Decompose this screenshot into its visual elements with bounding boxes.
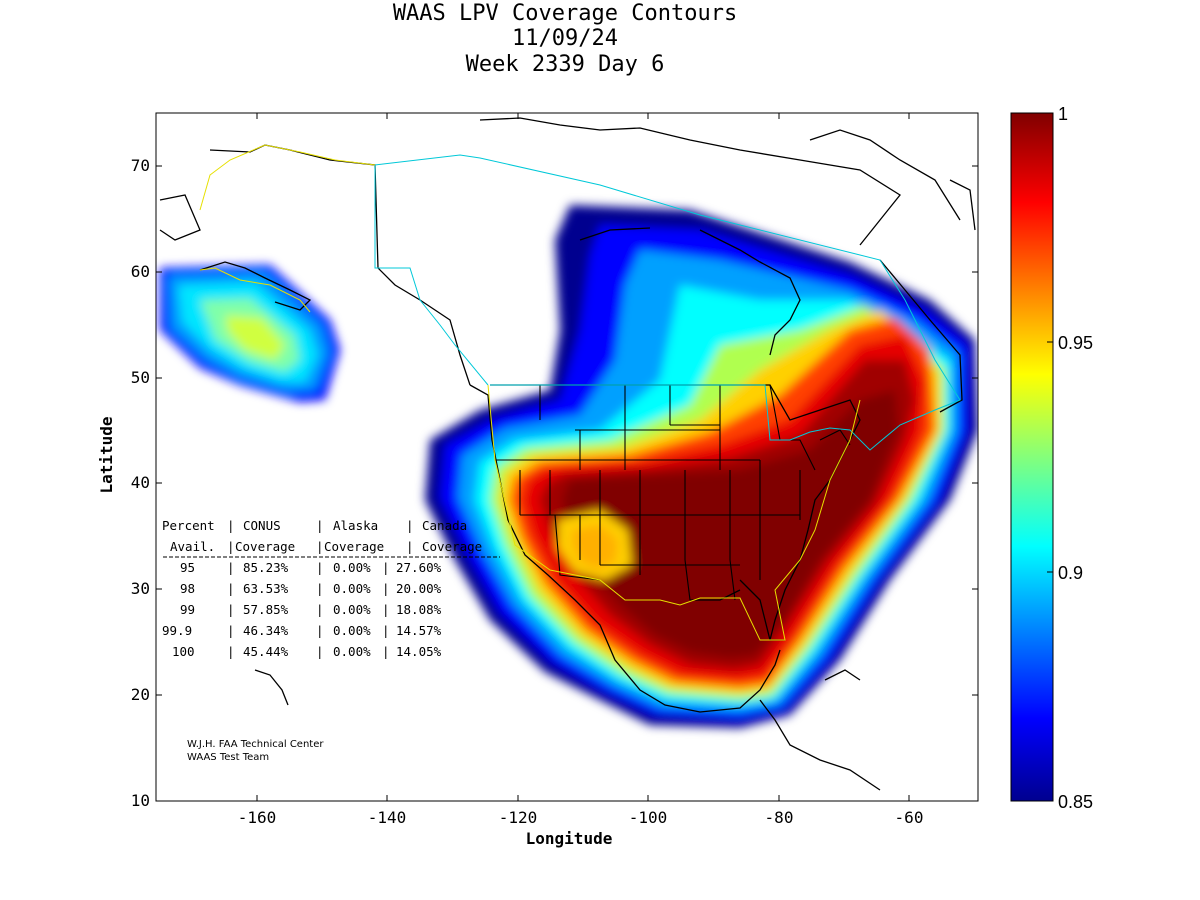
x-tick-label: -60 <box>895 808 924 827</box>
table-row: 98 | 63.53% | 0.00% | 20.00% <box>180 581 442 596</box>
table-header-conus: CONUS <box>243 518 281 533</box>
table-subheader-canada: Coverage <box>422 539 482 554</box>
credit-line-1: W.J.H. FAA Technical Center <box>187 739 324 750</box>
colorbar <box>1010 112 1054 802</box>
table-cell: | <box>227 560 235 575</box>
y-tick-label: 50 <box>131 368 150 387</box>
colorbar-tick-label: 0.9 <box>1058 563 1083 583</box>
table-cell: | <box>382 644 390 659</box>
table-row: 99 | 57.85% | 0.00% | 18.08% <box>180 602 442 617</box>
table-cell: 85.23% <box>243 560 289 575</box>
table-cell: 14.57% <box>396 623 442 638</box>
table-cell: | <box>382 623 390 638</box>
table-subheader-alaska: Coverage <box>324 539 384 554</box>
table-cell: | <box>316 623 324 638</box>
table-subheader-avail: Avail. <box>170 539 215 554</box>
y-tick-label: 70 <box>131 156 150 175</box>
table-cell: 95 <box>180 560 195 575</box>
table-cell: | <box>316 560 324 575</box>
table-cell: 98 <box>180 581 195 596</box>
table-cell: 46.34% <box>243 623 289 638</box>
table-header-alaska: Alaska <box>333 518 378 533</box>
title-line-1: WAAS LPV Coverage Contours <box>392 1 738 26</box>
colorbar-ticks <box>1047 112 1053 802</box>
svg-text:|: | <box>316 518 324 533</box>
y-tick-label: 60 <box>131 262 150 281</box>
colorbar-tick-labels: 0.85 0.9 0.95 1 <box>1058 104 1093 812</box>
x-tick-label: -100 <box>629 808 668 827</box>
table-cell: | <box>382 602 390 617</box>
title-line-2: 11/09/24 <box>512 26 618 51</box>
alaska-coverage-region <box>160 265 340 402</box>
table-subheader-conus: Coverage <box>235 539 295 554</box>
table-cell: 27.60% <box>396 560 442 575</box>
y-tick-labels: 10 20 30 40 50 60 70 <box>131 156 150 810</box>
table-cell: 0.00% <box>333 581 371 596</box>
y-axis-label: Latitude <box>97 416 116 493</box>
table-cell: 20.00% <box>396 581 442 596</box>
table-cell: 57.85% <box>243 602 289 617</box>
table-cell: | <box>316 602 324 617</box>
colorbar-tick-label: 1 <box>1058 104 1068 124</box>
table-header-percent: Percent <box>162 518 215 533</box>
x-tick-label: -80 <box>765 808 794 827</box>
x-tick-label: -160 <box>238 808 277 827</box>
x-tick-label: -120 <box>499 808 538 827</box>
x-axis-label: Longitude <box>526 829 613 848</box>
credit-line-2: WAAS Test Team <box>187 752 269 763</box>
svg-text:|: | <box>227 539 235 554</box>
table-cell: 0.00% <box>333 560 371 575</box>
coverage-table: Percent | CONUS | Alaska | Canada Avail.… <box>162 518 500 659</box>
x-tick-label: -140 <box>368 808 407 827</box>
table-cell: 0.00% <box>333 644 371 659</box>
svg-text:|: | <box>227 518 235 533</box>
table-cell: | <box>382 560 390 575</box>
title-line-3: Week 2339 Day 6 <box>465 52 665 77</box>
x-tick-labels: -160 -140 -120 -100 -80 -60 <box>238 808 924 827</box>
table-cell: | <box>316 581 324 596</box>
service-area-outlines <box>199 144 961 641</box>
y-tick-label: 10 <box>131 791 150 810</box>
table-cell: | <box>227 581 235 596</box>
table-cell: 45.44% <box>243 644 289 659</box>
table-cell: | <box>227 602 235 617</box>
colorbar-tick-label: 0.95 <box>1058 333 1093 353</box>
svg-text:|: | <box>406 539 414 554</box>
table-row: 100 | 45.44% | 0.00% | 14.05% <box>172 644 442 659</box>
table-cell: | <box>227 623 235 638</box>
colorbar-tick-label: 0.85 <box>1058 792 1093 812</box>
svg-text:|: | <box>406 518 414 533</box>
table-cell: 99 <box>180 602 195 617</box>
y-tick-label: 40 <box>131 473 150 492</box>
table-header-canada: Canada <box>422 518 467 533</box>
table-row: 99.9 | 46.34% | 0.00% | 14.57% <box>162 623 442 638</box>
table-row: 95 | 85.23% | 0.00% | 27.60% <box>180 560 442 575</box>
table-cell: 0.00% <box>333 602 371 617</box>
table-cell: 99.9 <box>162 623 192 638</box>
y-tick-label: 20 <box>131 685 150 704</box>
table-cell: 18.08% <box>396 602 442 617</box>
axis-ticks <box>156 113 978 801</box>
y-tick-label: 30 <box>131 579 150 598</box>
table-cell: 63.53% <box>243 581 289 596</box>
table-cell: 14.05% <box>396 644 442 659</box>
table-cell: 100 <box>172 644 195 659</box>
table-cell: | <box>382 581 390 596</box>
table-cell: 0.00% <box>333 623 371 638</box>
table-cell: | <box>316 644 324 659</box>
table-cell: | <box>227 644 235 659</box>
svg-text:|: | <box>316 539 324 554</box>
